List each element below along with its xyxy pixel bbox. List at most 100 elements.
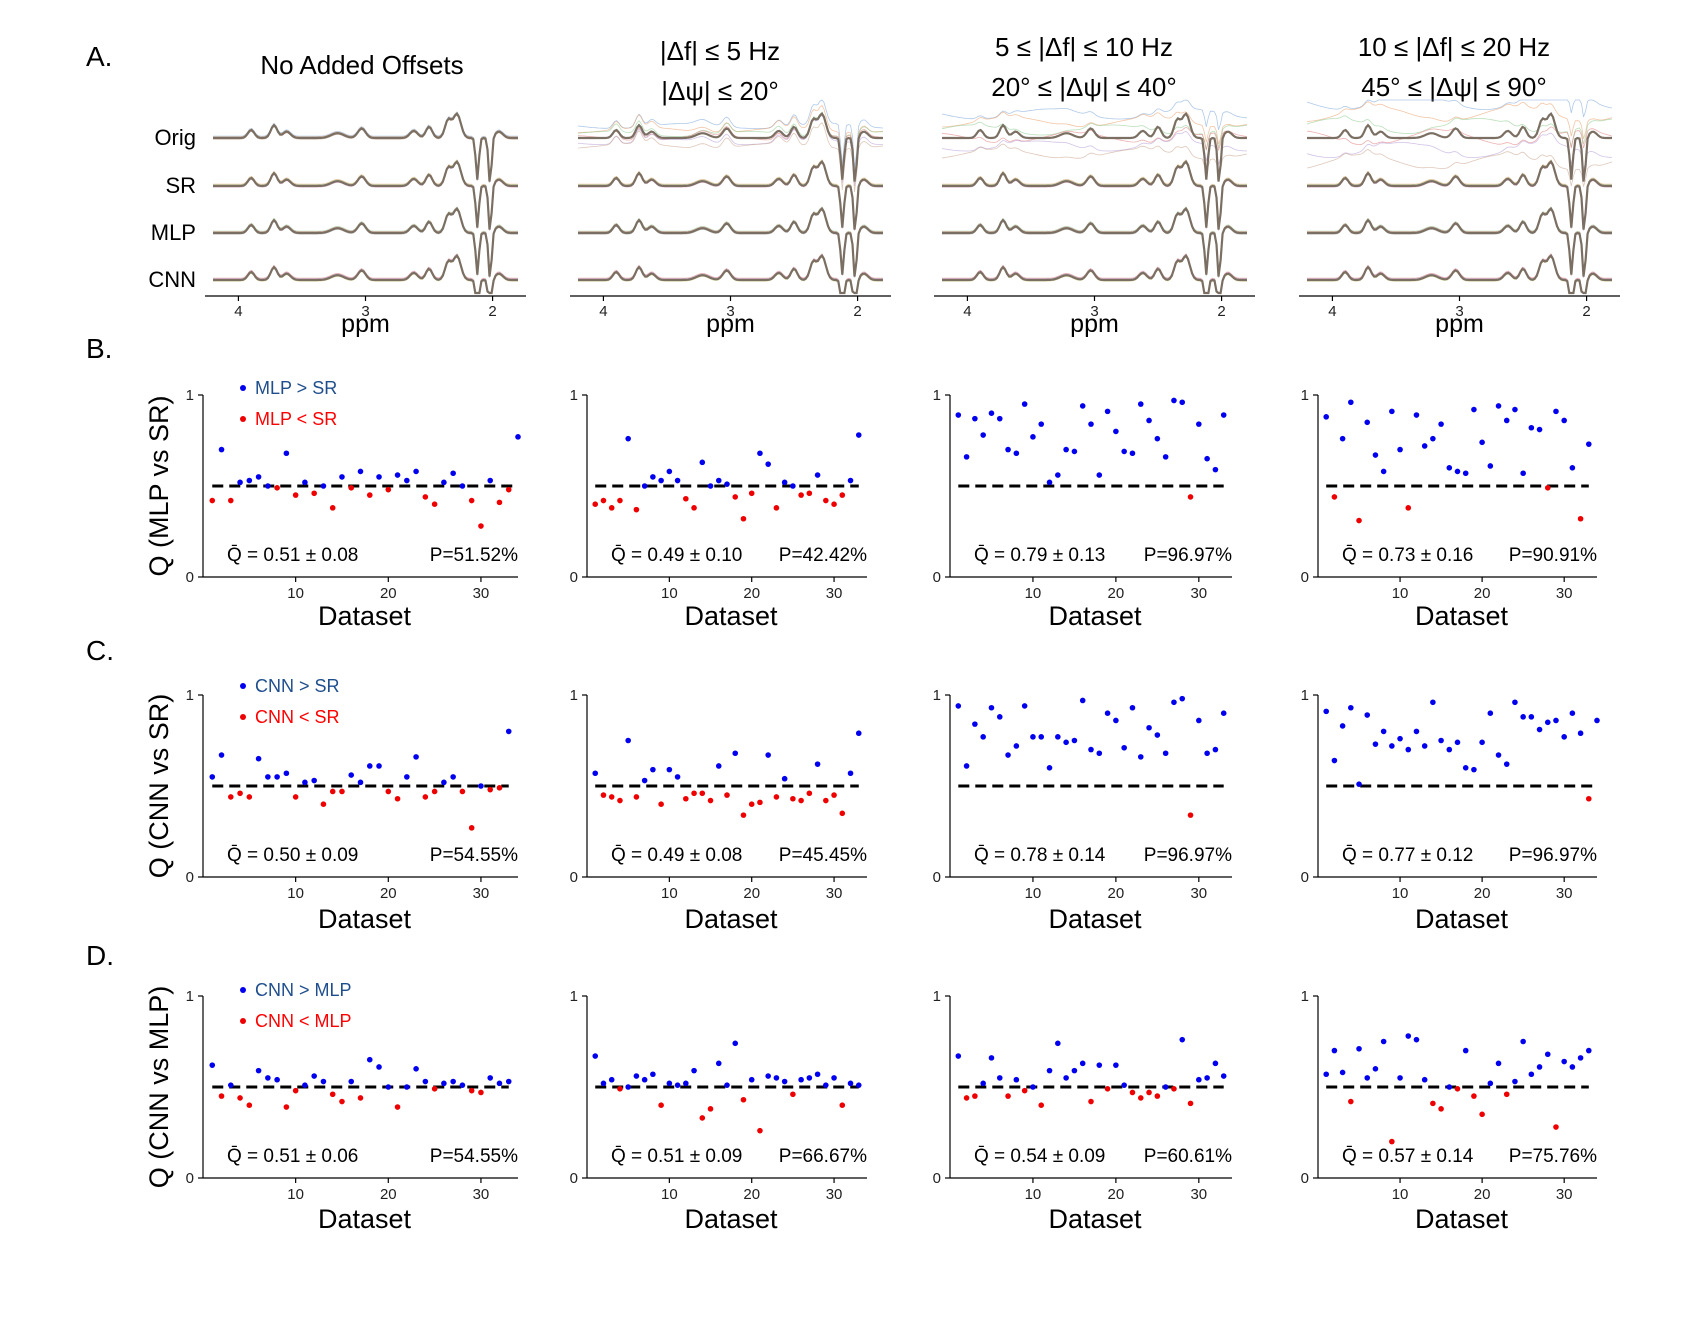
data-point: [1121, 1082, 1127, 1088]
data-point: [1389, 743, 1395, 749]
data-point: [1204, 750, 1210, 757]
spectra-trace: [942, 206, 1247, 275]
data-point: [1038, 421, 1045, 427]
legend-marker-above: [240, 385, 246, 391]
data-point: [658, 477, 664, 484]
spectra-trace: [577, 112, 884, 180]
data-point: [218, 752, 225, 758]
y-tick-label: 1: [1301, 387, 1309, 404]
data-point: [1569, 465, 1576, 471]
spectra-trace: [213, 161, 518, 230]
data-point: [1503, 1091, 1510, 1098]
spectra-trace: [213, 208, 518, 278]
data-point: [1372, 452, 1379, 458]
y-tick-label: 1: [570, 387, 578, 404]
spectra-trace: [1307, 162, 1612, 231]
data-point: [790, 1091, 796, 1098]
data-point: [265, 483, 271, 489]
data-point: [1364, 1075, 1371, 1081]
x-axis-label: Dataset: [1048, 904, 1142, 934]
data-point: [1544, 485, 1551, 491]
data-point: [459, 1082, 466, 1088]
spectra-x-label: ppm: [1435, 310, 1484, 338]
spectra-trace: [941, 131, 1248, 165]
data-point: [1063, 739, 1069, 746]
data-point: [650, 474, 656, 480]
x-axis-label: Dataset: [1415, 601, 1509, 631]
data-point: [1438, 421, 1444, 427]
mean-stat: Q̄ = 0.79 ± 0.13: [974, 545, 1105, 566]
data-point: [1512, 1078, 1518, 1085]
x-tick-label: 20: [743, 1186, 760, 1203]
data-point: [1569, 710, 1576, 716]
y-tick-label: 1: [933, 988, 941, 1005]
data-point: [798, 1076, 804, 1083]
data-point: [1088, 1098, 1094, 1105]
data-point: [773, 1075, 780, 1081]
data-point: [1013, 1076, 1020, 1083]
data-point: [1038, 734, 1045, 740]
data-point: [1121, 744, 1127, 751]
data-point: [781, 479, 788, 486]
x-tick-label: 30: [1556, 585, 1573, 602]
spectra-x-tick-label: 3: [1455, 303, 1463, 320]
spectra-trace: [213, 162, 518, 231]
spectra-trace: [578, 161, 883, 231]
x-tick-label: 20: [1474, 585, 1491, 602]
data-point: [633, 794, 640, 800]
data-point: [1438, 737, 1444, 744]
data-point: [1585, 795, 1592, 802]
legend-label-below: MLP < SR: [255, 409, 337, 429]
data-point: [658, 1102, 664, 1108]
spectra-trace: [1307, 207, 1612, 277]
data-point: [1005, 1093, 1011, 1099]
data-point: [1146, 724, 1152, 731]
data-point: [366, 492, 373, 498]
data-point: [633, 1073, 640, 1079]
x-axis-label: Dataset: [318, 601, 412, 631]
data-point: [515, 434, 521, 440]
data-point: [757, 799, 763, 806]
data-point: [1171, 397, 1177, 404]
data-point: [1397, 735, 1403, 742]
data-point: [1462, 1047, 1469, 1054]
p-value: P=51.52%: [430, 545, 518, 566]
legend-marker-below: [240, 416, 246, 422]
p-value: P=42.42%: [779, 545, 867, 566]
spectra-trace: [578, 206, 883, 276]
x-axis-label: Dataset: [318, 904, 412, 934]
data-point: [855, 730, 862, 737]
spectra-trace: [577, 122, 884, 193]
data-point: [1430, 1100, 1436, 1107]
spectra-trace: [213, 114, 518, 183]
data-point: [1544, 719, 1551, 726]
spectra-trace: [213, 209, 518, 278]
data-point: [988, 1055, 995, 1061]
data-point: [1405, 1033, 1412, 1039]
data-point: [209, 497, 216, 504]
y-tick-label: 0: [1301, 569, 1309, 586]
data-point: [302, 479, 308, 486]
data-point: [1212, 746, 1219, 753]
col-title-4-line2: 45° ≤ |Δψ| ≤ 90°: [1361, 72, 1546, 102]
data-point: [1220, 412, 1227, 418]
data-point: [798, 797, 804, 804]
y-tick-label: 1: [186, 387, 194, 404]
spectra-trace: [942, 208, 1247, 277]
scatter-panel-C-3: 0 1 10 20 30 Q̄ = 0.78 ± 0.14 P=96.97% Dataset: [933, 687, 1232, 934]
data-point: [1196, 421, 1202, 427]
data-point: [740, 812, 747, 818]
spectra-trace: [942, 161, 1247, 230]
data-point: [1569, 1064, 1576, 1070]
x-tick-label: 10: [287, 1186, 304, 1203]
x-tick-label: 10: [1025, 585, 1042, 602]
x-tick-label: 10: [1392, 1186, 1409, 1203]
data-point: [1561, 417, 1567, 424]
x-tick-label: 10: [661, 1186, 678, 1203]
spectra-x-tick-label: 4: [599, 303, 607, 320]
data-point: [1021, 703, 1028, 709]
data-point: [1079, 697, 1086, 704]
y-tick-label: 1: [186, 687, 194, 704]
data-point: [1162, 750, 1169, 757]
data-point: [1512, 406, 1518, 413]
